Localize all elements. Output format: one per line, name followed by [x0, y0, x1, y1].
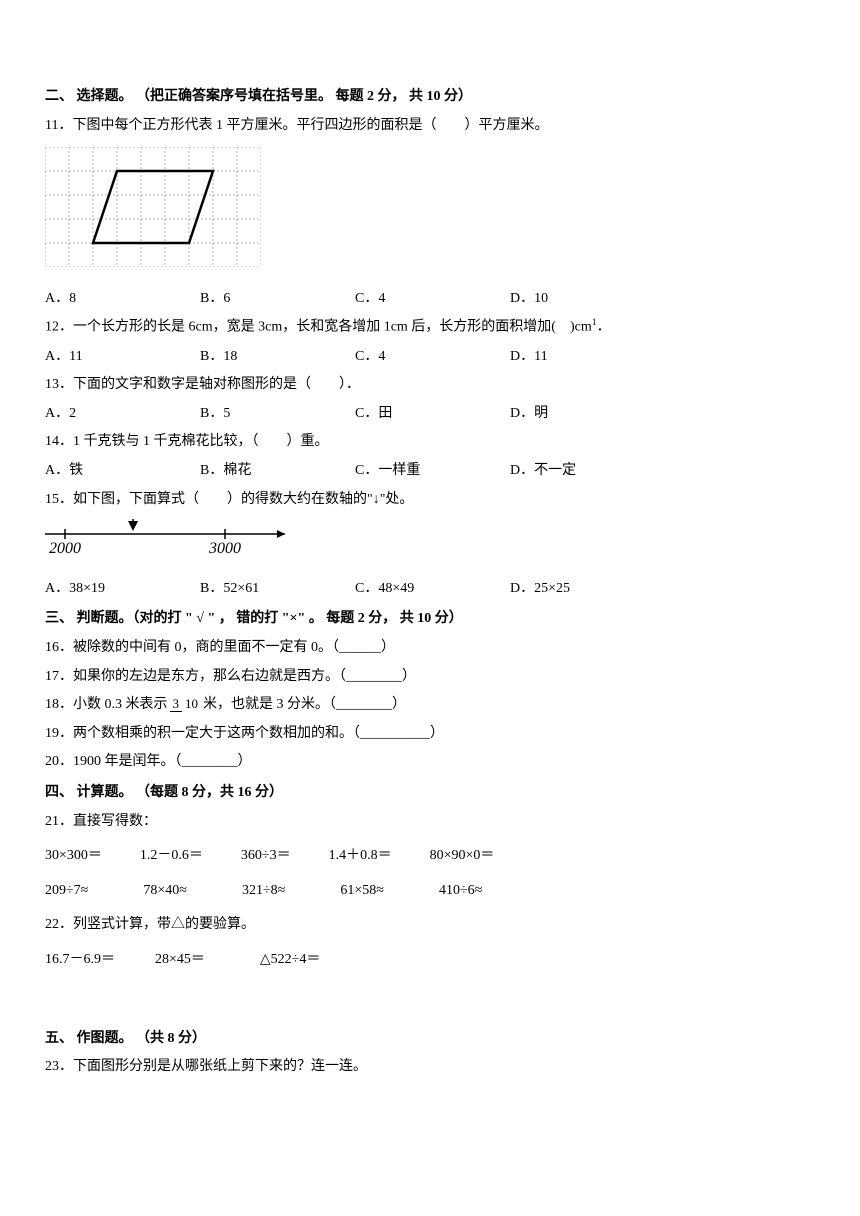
- q13-opt-d: D．明: [510, 401, 548, 428]
- q11-opt-a: A．8: [45, 286, 200, 313]
- calc-1d: 1.4＋0.8＝: [329, 843, 392, 870]
- section2-header: 二、 选择题。 （把正确答案序号填在括号里。 每题 2 分， 共 10 分）: [45, 84, 815, 111]
- q15-opt-c: C．48×49: [355, 576, 510, 603]
- q14-opt-d: D．不一定: [510, 458, 576, 485]
- q11-options: A．8 B．6 C．4 D．10: [45, 286, 815, 313]
- svg-text:2000: 2000: [49, 540, 81, 557]
- q12-text: 12．一个长方形的长是 6cm，宽是 3cm，长和宽各增加 1cm 后，长方形的…: [45, 314, 815, 341]
- calc-2b: 78×40≈: [143, 878, 187, 905]
- calc-1c: 360÷3＝: [241, 843, 291, 870]
- calc-3b: 28×45＝: [155, 947, 205, 974]
- q11-opt-c: C．4: [355, 286, 510, 313]
- q15-opt-a: A．38×19: [45, 576, 200, 603]
- q22: 22．列竖式计算，带△的要验算。: [45, 912, 815, 939]
- q14-opt-b: B．棉花: [200, 458, 355, 485]
- q11-text: 11．下图中每个正方形代表 1 平方厘米。平行四边形的面积是（ ）平方厘米。: [45, 113, 815, 140]
- q15-image: 2000 3000: [45, 519, 815, 570]
- q14-opt-a: A．铁: [45, 458, 200, 485]
- q14-options: A．铁 B．棉花 C．一样重 D．不一定: [45, 458, 815, 485]
- calc-3a: 16.7－6.9＝: [45, 947, 115, 974]
- q15-opt-b: B．52×61: [200, 576, 355, 603]
- q15-text: 15．如下图，下面算式（ ）的得数大约在数轴的"↓"处。: [45, 487, 815, 514]
- q12-opt-d: D．11: [510, 344, 548, 371]
- calc-2a: 209÷7≈: [45, 878, 88, 905]
- svg-text:3000: 3000: [208, 540, 241, 557]
- q16: 16．被除数的中间有 0，商的里面不一定有 0。（______）: [45, 635, 815, 662]
- q21-row1: 30×300＝ 1.2－0.6＝ 360÷3＝ 1.4＋0.8＝ 80×90×0…: [45, 843, 815, 870]
- section3-header: 三、 判断题。（对的打 " √ " ， 错的打 "×" 。 每题 2 分， 共 …: [45, 606, 815, 633]
- calc-1e: 80×90×0＝: [430, 843, 495, 870]
- q13-opt-a: A．2: [45, 401, 200, 428]
- q15-opt-d: D．25×25: [510, 576, 570, 603]
- q20: 20．1900 年是闰年。（________）: [45, 749, 815, 776]
- q21-row2: 209÷7≈ 78×40≈ 321÷8≈ 61×58≈ 410÷6≈: [45, 878, 815, 905]
- q13-text: 13．下面的文字和数字是轴对称图形的是（ ）．: [45, 372, 815, 399]
- q12-options: A．11 B．18 C．4 D．11: [45, 344, 815, 371]
- q21: 21．直接写得数：: [45, 809, 815, 836]
- q11-opt-b: B．6: [200, 286, 355, 313]
- calc-2e: 410÷6≈: [439, 878, 482, 905]
- q11-image: [45, 147, 815, 278]
- q13-opt-c: C．田: [355, 401, 510, 428]
- q13-opt-b: B．5: [200, 401, 355, 428]
- q12-opt-c: C．4: [355, 344, 510, 371]
- q12-opt-a: A．11: [45, 344, 200, 371]
- q23: 23．下面图形分别是从哪张纸上剪下来的？连一连。: [45, 1054, 815, 1081]
- q22-row: 16.7－6.9＝ 28×45＝ △522÷4＝: [45, 947, 815, 974]
- q11-opt-d: D．10: [510, 286, 548, 313]
- calc-1a: 30×300＝: [45, 843, 102, 870]
- section4-header: 四、 计算题。 （每题 8 分，共 16 分）: [45, 780, 815, 807]
- calc-3c: △522÷4＝: [260, 947, 320, 974]
- calc-2d: 61×58≈: [340, 878, 384, 905]
- q18: 18．小数 0.3 米表示310米，也就是 3 分米。（________）: [45, 692, 815, 719]
- q13-options: A．2 B．5 C．田 D．明: [45, 401, 815, 428]
- q19: 19．两个数相乘的积一定大于这两个数相加的和。（__________）: [45, 721, 815, 748]
- calc-1b: 1.2－0.6＝: [140, 843, 203, 870]
- q17: 17．如果你的左边是东方，那么右边就是西方。（________）: [45, 664, 815, 691]
- q14-opt-c: C．一样重: [355, 458, 510, 485]
- calc-2c: 321÷8≈: [242, 878, 285, 905]
- q12-opt-b: B．18: [200, 344, 355, 371]
- q14-text: 14．1 千克铁与 1 千克棉花比较，（ ）重。: [45, 429, 815, 456]
- q15-options: A．38×19 B．52×61 C．48×49 D．25×25: [45, 576, 815, 603]
- section5-header: 五、 作图题。 （共 8 分）: [45, 1026, 815, 1053]
